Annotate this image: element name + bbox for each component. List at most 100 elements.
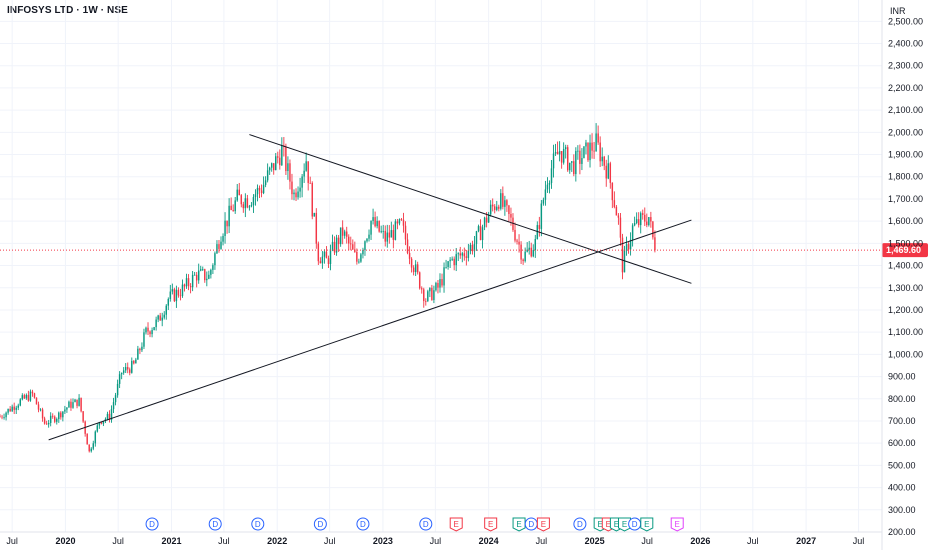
- candle-body: [183, 284, 186, 287]
- candle-body: [339, 227, 342, 245]
- candle-body: [453, 258, 455, 266]
- candle-body: [502, 193, 504, 207]
- candle-body: [157, 315, 159, 320]
- earnings-marker[interactable]: E: [512, 517, 526, 532]
- y-tick-label: 1,300.00: [888, 283, 923, 293]
- candle-body: [508, 205, 510, 215]
- y-tick-label: 1,500.00: [888, 238, 923, 248]
- earnings-marker[interactable]: E: [670, 517, 684, 532]
- earnings-marker[interactable]: E: [640, 517, 654, 532]
- y-tick-label: 1,100.00: [888, 327, 923, 337]
- candle-body: [599, 142, 601, 162]
- candle-body: [319, 261, 322, 264]
- candle-body: [619, 217, 622, 238]
- candle-body: [15, 407, 17, 410]
- candle-body: [370, 220, 372, 235]
- candle-body: [96, 425, 99, 432]
- x-tick-label: Jul: [112, 536, 124, 546]
- x-tick-label: Jul: [536, 536, 548, 546]
- y-tick-label: 2,500.00: [888, 16, 923, 26]
- candle-body: [25, 394, 28, 399]
- candle-body: [408, 252, 411, 259]
- dividend-circle: [573, 517, 587, 531]
- candle-body: [364, 241, 366, 251]
- event-letter: D: [212, 520, 218, 529]
- x-tick-label: Jul: [641, 536, 653, 546]
- candle-body: [270, 163, 273, 168]
- earnings-marker[interactable]: E: [449, 517, 463, 532]
- candle-body: [169, 291, 172, 299]
- candle-body: [573, 161, 575, 175]
- candle-body: [392, 230, 395, 240]
- dividend-marker[interactable]: D: [356, 517, 370, 531]
- candle-body: [204, 269, 206, 281]
- candle-body: [112, 402, 115, 410]
- event-letter: E: [541, 520, 546, 529]
- dividend-marker[interactable]: D: [419, 517, 433, 531]
- candle-body: [538, 225, 541, 229]
- candle-body: [564, 147, 567, 150]
- candle-body: [534, 239, 537, 250]
- dividend-marker[interactable]: D: [313, 517, 327, 531]
- candle-body: [423, 289, 425, 302]
- candle-body: [317, 243, 320, 262]
- candle-body: [106, 413, 109, 419]
- dividend-marker[interactable]: D: [573, 517, 587, 531]
- candle-body: [236, 189, 238, 201]
- candle-body: [465, 256, 468, 258]
- candle-body: [137, 348, 139, 360]
- earnings-marker[interactable]: E: [617, 517, 631, 532]
- candle-body: [471, 244, 474, 252]
- event-letter: E: [614, 520, 619, 529]
- dividend-marker[interactable]: D: [251, 517, 265, 531]
- candle-body: [394, 221, 397, 240]
- candle-body: [185, 278, 188, 287]
- candle-body: [252, 197, 255, 206]
- candle-body: [366, 238, 368, 242]
- candle-body: [410, 258, 413, 268]
- candle-body: [74, 399, 76, 403]
- candle-body: [118, 374, 121, 384]
- candle-body: [548, 183, 551, 185]
- candle-body: [489, 204, 492, 215]
- candle-body: [21, 395, 24, 400]
- candle-body: [331, 241, 334, 250]
- candle-body: [404, 225, 407, 240]
- candle-body: [337, 237, 340, 245]
- candle-body: [108, 413, 111, 420]
- candle-body: [147, 327, 149, 332]
- dividend-circle: [208, 517, 222, 531]
- earnings-marker[interactable]: E: [484, 517, 498, 532]
- candle-body: [621, 237, 624, 273]
- candle-body: [0, 416, 1, 418]
- candle-body: [260, 190, 263, 194]
- candle-body: [406, 239, 409, 253]
- candle-body: [609, 163, 612, 183]
- candle-body: [327, 258, 330, 265]
- candle-body: [272, 163, 275, 171]
- candle-body: [193, 274, 196, 276]
- currency-label: INR: [890, 6, 906, 16]
- dividend-marker[interactable]: D: [628, 517, 642, 531]
- earnings-flag: [449, 517, 463, 532]
- x-axis[interactable]: Jul 2020 Jul 2021 Jul 2022 Jul 2023 Jul 2024 Jul 20…: [0, 531, 882, 546]
- x-tick-label: 2022: [267, 536, 287, 546]
- candle-body: [439, 279, 441, 288]
- candle-body: [98, 422, 101, 426]
- candle-body: [550, 168, 553, 184]
- candle-body: [445, 267, 447, 268]
- candle-body: [51, 415, 54, 417]
- candle-body: [650, 217, 652, 222]
- earnings-marker[interactable]: E: [536, 517, 550, 532]
- candle-body: [443, 267, 445, 286]
- candle-body: [248, 206, 251, 208]
- candle-body: [613, 200, 616, 207]
- dividend-marker[interactable]: D: [208, 517, 222, 531]
- candle-body: [577, 150, 579, 152]
- event-letter: D: [577, 520, 583, 529]
- dividend-marker[interactable]: D: [145, 517, 159, 531]
- dividend-marker[interactable]: D: [524, 517, 538, 531]
- candle-body: [429, 287, 431, 292]
